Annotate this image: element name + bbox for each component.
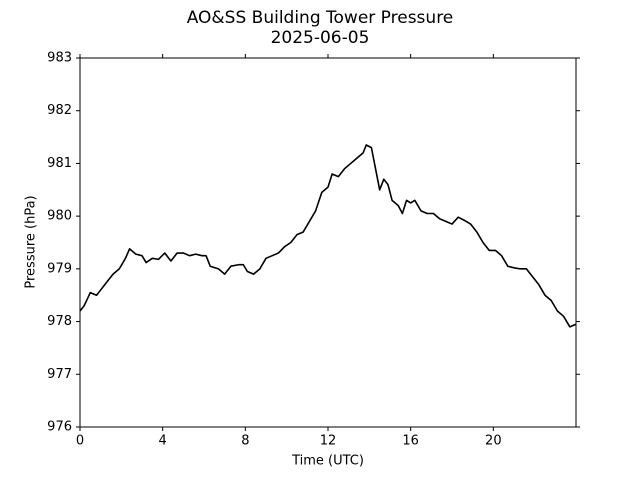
y-tick-label: 983: [47, 51, 72, 66]
plot-frame: [79, 57, 577, 428]
x-axis-label: Time (UTC): [291, 454, 364, 469]
x-tick-label: 20: [485, 434, 502, 449]
y-axis-label: Pressure (hPa): [24, 195, 39, 288]
x-tick-label: 4: [159, 434, 167, 449]
y-tick-label: 976: [47, 420, 72, 435]
y-tick-label: 978: [47, 314, 72, 329]
y-tick-label: 981: [47, 156, 72, 171]
x-tick-label: 0: [76, 434, 84, 449]
chart-title: AO&SS Building Tower Pressure: [187, 8, 454, 28]
x-tick-label: 12: [320, 434, 337, 449]
y-tick-label: 982: [47, 103, 72, 118]
y-tick-label: 980: [47, 209, 72, 224]
x-tick-label: 16: [402, 434, 419, 449]
x-tick-label: 8: [241, 434, 249, 449]
chart-subtitle: 2025-06-05: [271, 28, 370, 48]
y-tick-label: 979: [47, 261, 72, 276]
data-line: [79, 144, 577, 328]
y-tick-label: 977: [47, 367, 72, 382]
